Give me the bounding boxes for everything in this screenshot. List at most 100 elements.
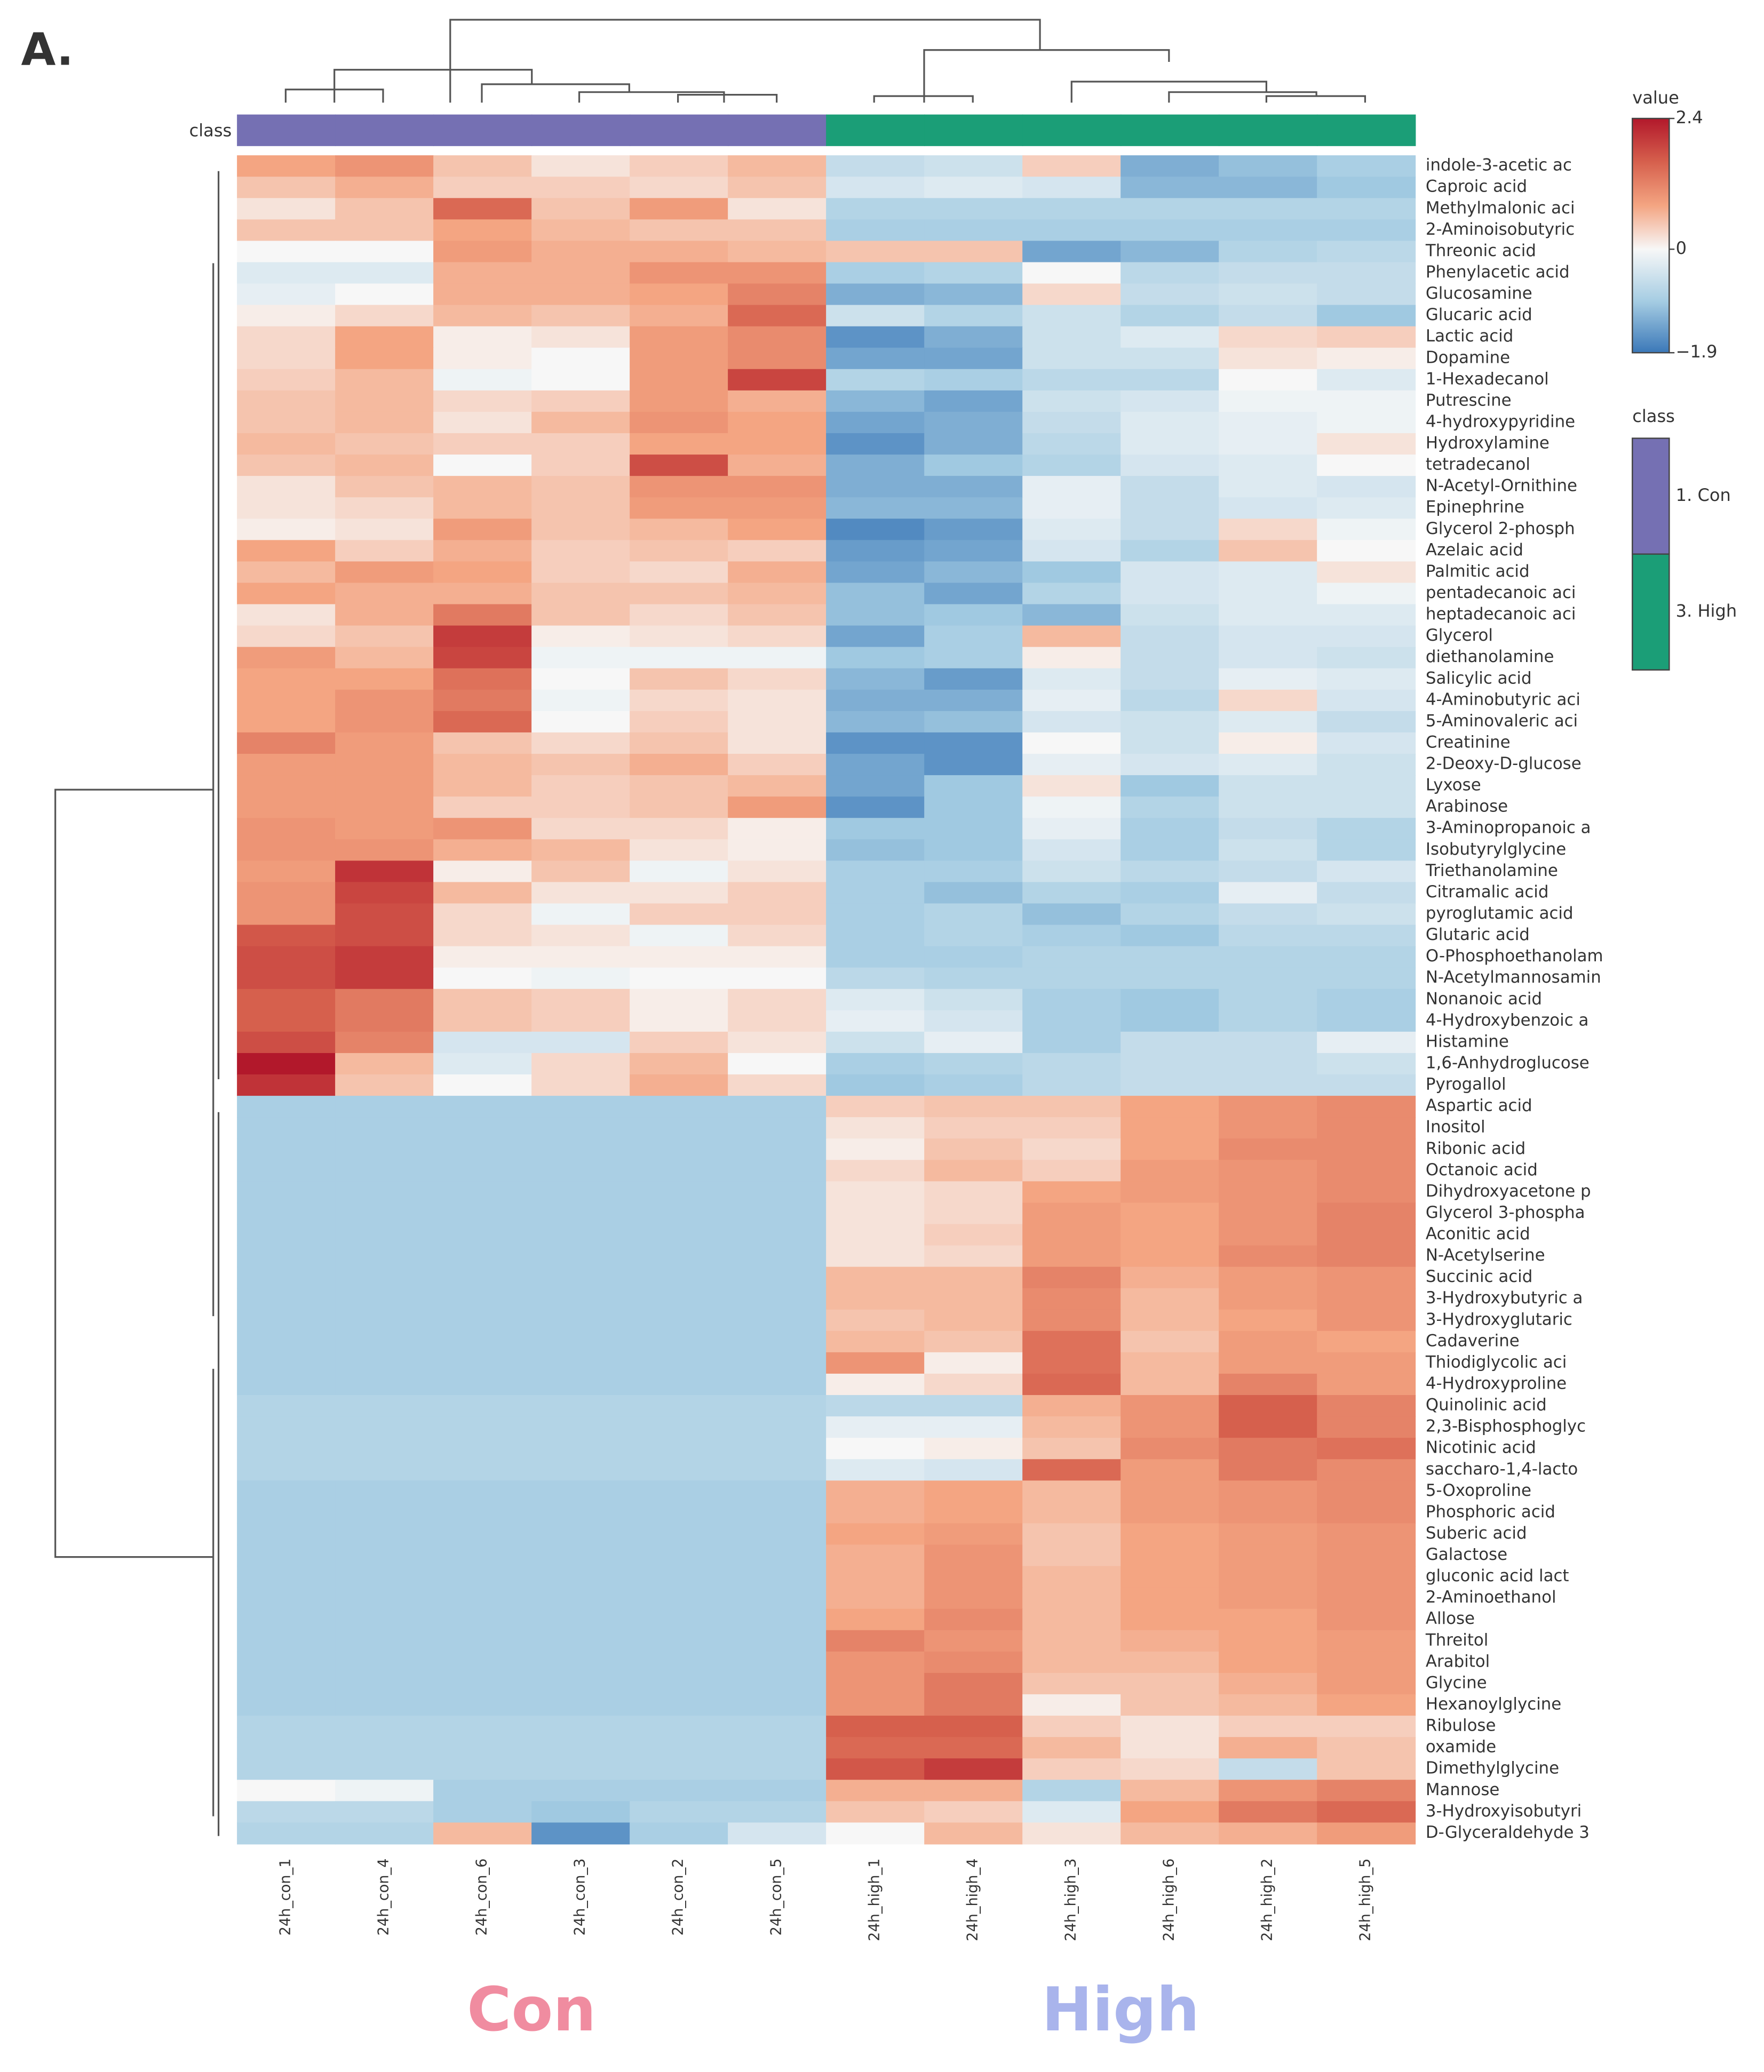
heatmap-cell — [1317, 411, 1416, 434]
heatmap-cell — [335, 1160, 434, 1182]
heatmap-cell — [237, 369, 336, 391]
heatmap-cell — [1121, 1416, 1220, 1439]
heatmap-cell — [826, 455, 925, 477]
row-label: Quinolinic acid — [1426, 1396, 1547, 1415]
heatmap-cell — [433, 1160, 533, 1182]
heatmap-cell — [1219, 1523, 1318, 1545]
heatmap-cell — [237, 1395, 336, 1417]
heatmap-cell — [237, 1309, 336, 1332]
heatmap-cell — [335, 198, 434, 220]
class-legend-label: 1. Con — [1676, 485, 1731, 505]
heatmap-cell — [924, 1138, 1023, 1161]
heatmap-cell — [630, 860, 729, 883]
heatmap-cell — [924, 1758, 1023, 1781]
heatmap-cell — [1121, 1330, 1220, 1353]
heatmap-cell — [1022, 219, 1122, 242]
heatmap-cell — [630, 1780, 729, 1802]
heatmap-cell — [1219, 1694, 1318, 1717]
heatmap-cell — [728, 1181, 827, 1204]
row-label: N-Acetylserine — [1426, 1246, 1545, 1265]
heatmap-cell — [335, 540, 434, 562]
heatmap-cell — [335, 347, 434, 370]
column-label: 24h_high_2 — [1259, 1859, 1276, 1941]
heatmap-cell — [1121, 1716, 1220, 1738]
heatmap-cell — [826, 946, 925, 968]
heatmap-cell — [237, 754, 336, 776]
heatmap-cell — [1121, 1160, 1220, 1182]
class-bar-cell — [630, 114, 729, 146]
heatmap-cell — [924, 668, 1023, 690]
heatmap-cell — [335, 818, 434, 840]
column-label: 24h_high_3 — [1063, 1859, 1079, 1941]
heatmap-cell — [1022, 1117, 1122, 1139]
heatmap-cell — [531, 455, 631, 477]
heatmap-cell — [237, 1074, 336, 1097]
row-label: Phosphoric acid — [1426, 1502, 1555, 1521]
heatmap-cell — [1121, 433, 1220, 456]
heatmap-cell — [531, 1737, 631, 1759]
heatmap-cell — [728, 1245, 827, 1268]
heatmap-cell — [433, 1694, 533, 1717]
heatmap-cell — [237, 1181, 336, 1204]
heatmap-cell — [826, 219, 925, 242]
heatmap-cell — [826, 711, 925, 733]
heatmap-cell — [630, 476, 729, 498]
column-label: 24h_con_2 — [670, 1859, 687, 1936]
row-label: Arabinose — [1426, 797, 1508, 816]
heatmap-cell — [237, 433, 336, 456]
heatmap-cell — [531, 775, 631, 798]
heatmap-cell — [826, 1266, 925, 1289]
heatmap-cell — [630, 625, 729, 648]
heatmap-cell — [1317, 1373, 1416, 1396]
column-label: 24h_con_6 — [474, 1859, 490, 1936]
heatmap-cell — [924, 1651, 1023, 1673]
heatmap-cell — [1219, 305, 1318, 327]
heatmap-cell — [433, 1202, 533, 1225]
heatmap-cell — [237, 241, 336, 263]
heatmap-cell — [728, 1160, 827, 1182]
heatmap-cell — [728, 1438, 827, 1460]
heatmap-cell — [728, 1053, 827, 1075]
heatmap-cell — [1022, 305, 1122, 327]
heatmap-cell — [531, 177, 631, 199]
heatmap-cell — [1317, 1352, 1416, 1374]
column-label: 24h_high_4 — [965, 1859, 981, 1941]
heatmap-cell — [531, 540, 631, 562]
row-label: 1,6-Anhydroglucose — [1426, 1053, 1590, 1072]
heatmap-cell — [728, 1352, 827, 1374]
heatmap-cell — [531, 903, 631, 926]
heatmap-cell — [433, 1502, 533, 1524]
heatmap-cell — [728, 497, 827, 520]
heatmap-cell — [1317, 177, 1416, 199]
heatmap-cell — [924, 1395, 1023, 1417]
heatmap-cell — [1317, 369, 1416, 391]
heatmap-cell — [728, 1587, 827, 1609]
heatmap-cell — [728, 1608, 827, 1631]
heatmap-cell — [1022, 497, 1122, 520]
heatmap-cell — [1219, 1373, 1318, 1396]
heatmap-cell — [1121, 1630, 1220, 1652]
heatmap-cell — [433, 497, 533, 520]
heatmap-cell — [531, 305, 631, 327]
row-label: Caproic acid — [1426, 177, 1527, 196]
heatmap-cell — [924, 604, 1023, 626]
heatmap-cell — [237, 305, 336, 327]
heatmap-cell — [630, 925, 729, 947]
heatmap-cell — [237, 1288, 336, 1310]
heatmap-cell — [826, 540, 925, 562]
heatmap-cell — [237, 860, 336, 883]
heatmap-cell — [728, 1523, 827, 1545]
heatmap-cell — [728, 1224, 827, 1246]
heatmap-cell — [531, 967, 631, 990]
heatmap-cell — [1317, 903, 1416, 926]
row-label: Octanoic acid — [1426, 1160, 1538, 1180]
heatmap-cell — [237, 519, 336, 541]
heatmap-cell — [630, 455, 729, 477]
heatmap-cell — [630, 1202, 729, 1225]
heatmap-cell — [728, 647, 827, 669]
heatmap-cell — [826, 860, 925, 883]
heatmap-cell — [237, 711, 336, 733]
heatmap-cell — [531, 476, 631, 498]
heatmap-cell — [630, 689, 729, 712]
heatmap-cell — [433, 1309, 533, 1332]
